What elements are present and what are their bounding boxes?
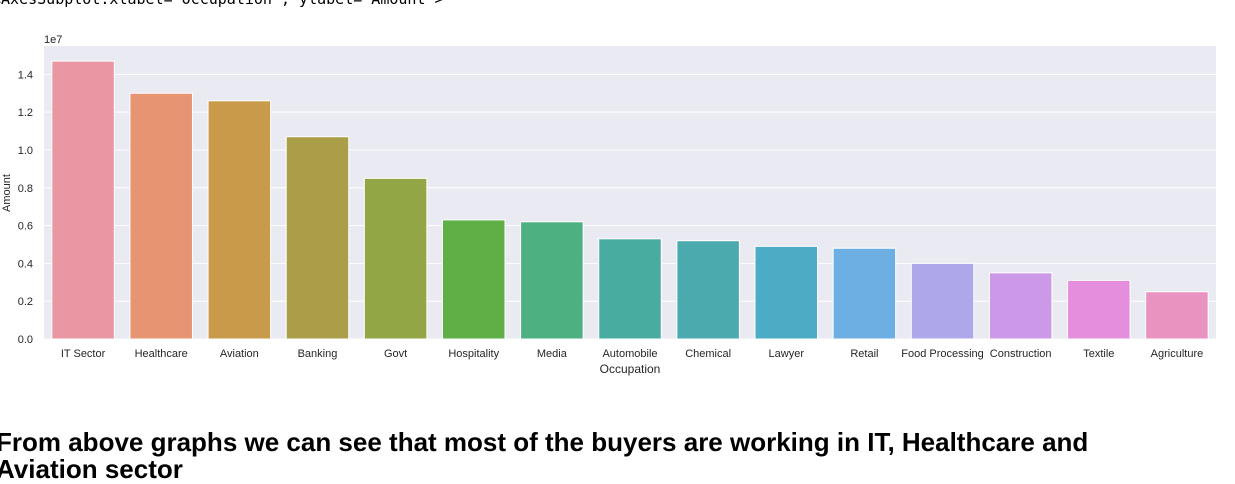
bar <box>832 247 897 340</box>
x-tick-label: Banking <box>298 348 338 360</box>
bar <box>1067 279 1131 340</box>
conclusion-text: From above graphs we can see that most o… <box>0 427 1089 484</box>
x-tick-label: Media <box>537 348 568 360</box>
bar <box>598 238 662 340</box>
y-tick-label: 0.2 <box>18 296 33 308</box>
x-tick-label: Aviation <box>220 348 259 360</box>
bar <box>910 262 975 340</box>
bars <box>51 60 1209 340</box>
bar <box>441 219 506 340</box>
bar <box>363 177 428 340</box>
bar <box>129 92 193 340</box>
y-tick-label: 1.0 <box>18 145 33 157</box>
x-tick-labels: IT Sector Healthcare Aviation Banking Govt Ho… <box>61 348 1203 360</box>
x-tick-label: Hospitality <box>448 348 499 360</box>
y-tick-label: 1.4 <box>18 69 33 81</box>
x-tick-label: Textile <box>1083 348 1114 360</box>
axes-repr-output: <AxesSubplot:xlabel='Occupation', ylabel… <box>0 0 444 8</box>
y-tick-label: 0.8 <box>18 183 33 195</box>
bar <box>520 221 584 340</box>
x-axis-label: Occupation <box>600 362 661 376</box>
x-tick-label: Food Processing <box>901 348 984 360</box>
bar <box>51 60 115 340</box>
bar-chart: 0.0 0.2 0.4 0.6 0.8 1.0 1.2 1.4 IT Sector Health… <box>1 34 1216 376</box>
x-tick-label: Chemical <box>685 348 731 360</box>
x-tick-label: Govt <box>384 348 407 360</box>
x-tick-label: Agriculture <box>1151 348 1204 360</box>
x-tick-label: Construction <box>990 348 1052 360</box>
y-tick-label: 1.2 <box>18 107 33 119</box>
x-tick-label: Healthcare <box>135 348 188 360</box>
y-scale-offset: 1e7 <box>44 34 62 46</box>
bar <box>1145 291 1209 340</box>
bar <box>676 240 740 340</box>
y-tick-label: 0.4 <box>18 258 33 270</box>
y-axis-label: Amount <box>1 174 13 212</box>
y-tick-label: 0.6 <box>18 221 33 233</box>
y-tick-label: 0.0 <box>18 334 33 346</box>
bar <box>207 100 272 340</box>
bar <box>285 136 350 340</box>
x-tick-label: Retail <box>850 348 878 360</box>
x-tick-label: IT Sector <box>61 348 106 360</box>
x-tick-label: Automobile <box>602 348 657 360</box>
bar <box>988 272 1053 340</box>
x-tick-label: Lawyer <box>769 348 805 360</box>
bar <box>754 245 819 340</box>
y-tick-labels: 0.0 0.2 0.4 0.6 0.8 1.0 1.2 1.4 <box>18 69 33 346</box>
